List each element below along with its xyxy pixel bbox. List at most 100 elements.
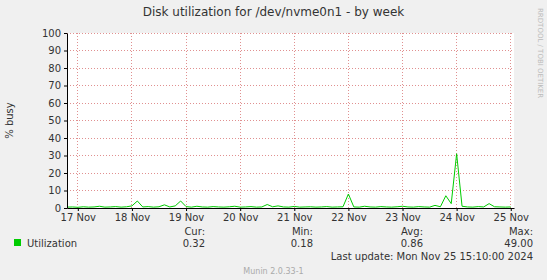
series-line <box>67 154 511 208</box>
x-tick-mark <box>78 208 79 211</box>
y-tick: 40 <box>48 133 67 144</box>
y-grid-line <box>67 138 514 139</box>
x-tick: 22 Nov <box>331 208 367 223</box>
x-tick-label: 18 Nov <box>115 212 151 223</box>
x-tick-mark <box>403 208 404 211</box>
y-tick-label: 100 <box>42 28 61 39</box>
y-tick: 80 <box>48 63 67 74</box>
stat-value: 0.18 <box>291 238 313 249</box>
y-tick: 20 <box>48 168 67 179</box>
legend-swatch <box>14 239 21 246</box>
watermark: RRDTOOL / TOBI OETIKER <box>536 8 544 98</box>
y-grid-line <box>67 190 514 191</box>
x-tick-label: 21 Nov <box>277 212 313 223</box>
y-tick: 90 <box>48 45 67 56</box>
y-tick-label: 90 <box>48 45 61 56</box>
x-grid-line <box>186 33 187 208</box>
y-tick: 10 <box>48 185 67 196</box>
y-grid-line <box>67 155 514 156</box>
x-tick-label: 20 Nov <box>223 212 259 223</box>
y-grid-line <box>67 173 514 174</box>
x-tick-mark <box>348 208 349 211</box>
x-tick-label: 24 Nov <box>439 212 475 223</box>
y-grid-line <box>67 50 514 51</box>
x-grid-line <box>456 33 457 208</box>
stat-header: Cur: <box>184 226 205 237</box>
y-tick-mark <box>64 33 67 34</box>
y-tick-label: 60 <box>48 98 61 109</box>
y-tick-mark <box>64 51 67 52</box>
footer: Munin 2.0.33-1 <box>243 267 303 276</box>
last-update: Last update: Mon Nov 25 15:10:00 2024 <box>331 251 533 262</box>
stat-header: Min: <box>292 226 313 237</box>
marks <box>67 154 511 208</box>
x-tick-mark <box>294 208 295 211</box>
stat-value: 49.00 <box>504 238 533 249</box>
y-grid-line <box>67 103 514 104</box>
x-tick-label: 23 Nov <box>385 212 421 223</box>
y-tick-label: 80 <box>48 63 61 74</box>
x-tick: 20 Nov <box>223 208 259 223</box>
y-tick-label: 10 <box>48 185 61 196</box>
y-tick-label: 30 <box>48 150 61 161</box>
x-grid-line <box>348 33 349 208</box>
y-axis-title: % busy <box>4 102 15 139</box>
x-tick: 23 Nov <box>385 208 421 223</box>
legend: UtilizationCur:0.32Min:0.18Avg:0.86Max:4… <box>14 226 533 249</box>
legend-label: Utilization <box>27 238 77 249</box>
stat-value: 0.32 <box>183 238 205 249</box>
y-tick-mark <box>64 208 67 209</box>
x-tick: 19 Nov <box>169 208 205 223</box>
x-tick-mark <box>457 208 458 211</box>
plot-area <box>67 33 514 208</box>
x-tick-label: 25 Nov <box>494 212 530 223</box>
y-grid-line <box>67 33 514 34</box>
stat-header: Max: <box>509 226 533 237</box>
title: Disk utilization for /dev/nvme0n1 - by w… <box>143 5 405 19</box>
x-grid-line <box>402 33 403 208</box>
x-grid-line <box>131 33 132 208</box>
y-tick-mark <box>64 103 67 104</box>
y-tick-label: 20 <box>48 168 61 179</box>
x-grid-line <box>240 33 241 208</box>
x-tick: 18 Nov <box>115 208 151 223</box>
y-tick-mark <box>64 68 67 69</box>
x-tick-label: 19 Nov <box>169 212 205 223</box>
y-tick-mark <box>64 121 67 122</box>
x-tick: 25 Nov <box>494 208 530 223</box>
x-tick-mark <box>186 208 187 211</box>
x-tick: 24 Nov <box>439 208 475 223</box>
y-tick: 60 <box>48 98 67 109</box>
y-tick-label: 40 <box>48 133 61 144</box>
y-tick: 70 <box>48 80 67 91</box>
background <box>0 0 547 280</box>
y-tick: 30 <box>48 150 67 161</box>
x-grid-line <box>294 33 295 208</box>
y-tick-mark <box>64 156 67 157</box>
y-tick-label: 50 <box>48 115 61 126</box>
y-axis: 0102030405060708090100 <box>42 28 68 214</box>
x-tick-label: 22 Nov <box>331 212 367 223</box>
x-tick-mark <box>132 208 133 211</box>
x-axis: 17 Nov 18 Nov 19 Nov 20 Nov 21 Nov 22 Nov 23 N… <box>61 208 529 223</box>
y-tick-mark <box>64 173 67 174</box>
y-grid-line <box>67 208 514 209</box>
x-tick: 17 Nov <box>61 208 97 223</box>
y-tick-mark <box>64 86 67 87</box>
y-tick: 100 <box>42 28 67 39</box>
x-tick-mark <box>240 208 241 211</box>
x-tick-label: 17 Nov <box>61 212 97 223</box>
x-tick: 21 Nov <box>277 208 313 223</box>
y-axis-line <box>67 34 68 209</box>
grid <box>67 33 514 208</box>
stat-header: Avg: <box>401 226 423 237</box>
x-grid-line <box>510 33 511 208</box>
x-axis-line <box>68 208 515 209</box>
y-tick-mark <box>64 138 67 139</box>
y-grid-line <box>67 85 514 86</box>
y-grid-line <box>67 68 514 69</box>
x-tick-mark <box>511 208 512 211</box>
chart: Disk utilization for /dev/nvme0n1 - by w… <box>0 0 547 280</box>
x-grid-line <box>77 33 78 208</box>
y-grid-line <box>67 120 514 121</box>
